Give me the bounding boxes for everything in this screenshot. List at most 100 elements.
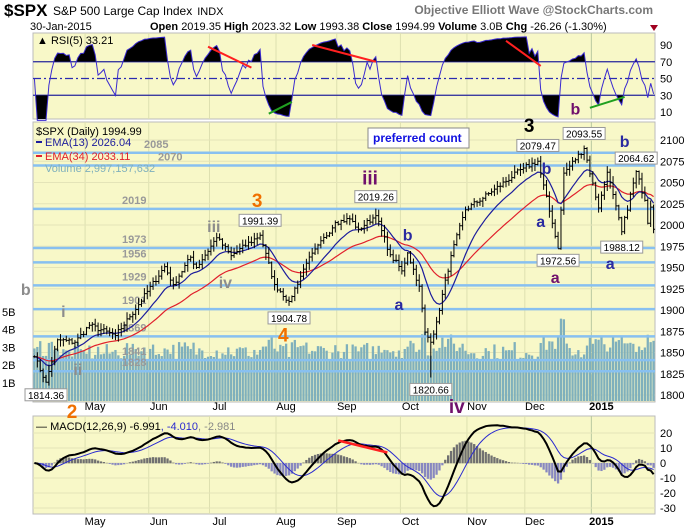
price-bar [458,222,462,240]
volume-bar [334,345,337,401]
price-bar [304,258,308,276]
price-bar [351,213,355,223]
volume-bar [322,347,325,401]
volume-bar [609,347,612,401]
macd-histogram-bar [623,463,626,474]
price-bar [53,345,57,366]
rsi-icon: ▲ [37,35,51,47]
macd-histogram-bar [478,448,482,464]
price-bar [200,254,204,269]
volume-bar [374,354,377,401]
volume-bar [195,354,198,401]
macd-histogram-bar [140,459,143,464]
volume-bar [59,355,62,401]
price-bar [119,322,123,337]
macd-histogram-bar [371,463,375,465]
price-bar [252,232,256,249]
volume-bar [585,345,589,401]
macd-tick-label: -30 [660,503,676,515]
price-bar [87,321,91,330]
price-bar [174,276,178,287]
macd-histogram-bar [545,463,548,473]
price-bar [388,244,392,258]
price-bar [573,157,577,164]
macd-histogram-bar [334,453,337,464]
volume-bar [415,351,418,401]
macd-histogram-bar [53,462,56,464]
month-tick-label: 2015 [589,516,613,528]
macd-histogram-bar [539,463,542,468]
price-tick-label: 1925 [660,284,684,296]
price-bar [90,322,94,332]
volume-bar [261,346,265,401]
month-tick-label: Dec [525,516,545,528]
volume-bar [105,344,108,401]
macd-histogram-bar [342,456,346,464]
macd-histogram-bar [565,463,568,467]
macd-histogram-bar [484,452,487,464]
volume-bar [68,351,71,401]
volume-bar [533,360,537,401]
ema13-line [34,169,655,367]
volume-bar [134,349,137,401]
macd-histogram-bar [360,463,363,465]
volume-bar [166,349,169,401]
macd-histogram-bar [218,461,221,464]
price-bar [611,176,615,200]
volume-bar [247,355,250,401]
price-bar [128,313,132,321]
price-bar [521,162,525,174]
volume-bar [169,353,172,401]
macd-histogram-bar [172,462,175,464]
volume-bar [88,345,91,401]
macd-histogram-bar [580,456,583,464]
macd-histogram-bar [420,463,424,474]
price-callout: 1988.12 [604,243,641,254]
macd-histogram-bar [337,454,340,464]
macd-histogram-bar [203,463,207,465]
preferred-count-text: preferred count [373,131,462,145]
price-bar [545,180,549,198]
price-bar [85,326,89,336]
price-bar [32,355,36,358]
macd-histogram-bar [114,463,117,466]
wave-label: ii [73,362,82,379]
volume-bar [490,359,493,401]
macd-histogram-bar [351,459,354,464]
macd-histogram-bar [490,455,493,464]
volume-bar [175,359,178,401]
macd-histogram-bar [528,463,531,465]
macd-histogram-bar [397,463,401,475]
macd-histogram-bar [232,463,236,468]
price-bar [568,160,572,176]
volume-bar [339,358,343,401]
wave-label: b [571,102,581,119]
volume-bar [53,349,56,401]
security-name: S&P 500 Large Cap Index [53,4,192,18]
price-bar [406,251,410,266]
price-bar [371,214,375,225]
price-bar [553,219,557,239]
price-bar [495,180,499,195]
volume-tick-label: 4B [2,325,15,337]
macd-histogram-bar [389,463,392,472]
macd-histogram-bar [594,463,597,468]
macd-histogram-bar [348,458,351,464]
volume-bar [507,350,511,401]
price-bar [417,274,421,292]
price-bar [542,169,546,190]
price-bar [70,337,74,345]
macd-histogram-bar [189,462,192,464]
volume-bar [643,347,647,401]
down-triangle-icon [650,25,658,31]
macd-histogram-bar [493,456,496,464]
macd-signal-value: , -4.010 [161,421,198,433]
price-bar [536,157,540,166]
price-bar [533,158,537,171]
macd-histogram-bar [418,463,421,471]
price-tick-label: 1850 [660,348,684,360]
month-tick-label: Aug [276,401,296,413]
price-bar [582,145,586,161]
macd-histogram-bar [449,450,453,464]
